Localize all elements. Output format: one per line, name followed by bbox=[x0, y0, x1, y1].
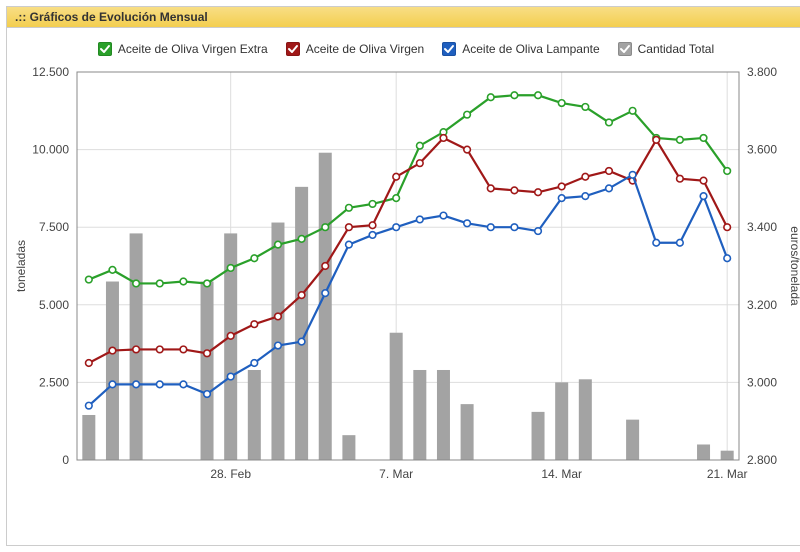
legend-label: Aceite de Oliva Virgen Extra bbox=[118, 42, 268, 56]
svg-text:3.000: 3.000 bbox=[747, 375, 777, 389]
svg-text:12.500: 12.500 bbox=[32, 65, 69, 79]
svg-text:3.400: 3.400 bbox=[747, 220, 777, 234]
swatch-virgen-icon bbox=[286, 42, 300, 56]
legend-label: Cantidad Total bbox=[638, 42, 715, 56]
swatch-cantidad-icon bbox=[618, 42, 632, 56]
legend-label: Aceite de Oliva Lampante bbox=[462, 42, 599, 56]
svg-text:toneladas: toneladas bbox=[14, 240, 28, 292]
chart-area: Aceite de Oliva Virgen Extra Aceite de O… bbox=[7, 28, 800, 542]
legend-item-virgen-extra[interactable]: Aceite de Oliva Virgen Extra bbox=[98, 42, 268, 56]
svg-text:21. Mar: 21. Mar bbox=[707, 467, 748, 481]
svg-text:14. Mar: 14. Mar bbox=[541, 467, 582, 481]
chart-panel: .:: Gráficos de Evolución Mensual Aceite… bbox=[6, 6, 800, 546]
legend-label: Aceite de Oliva Virgen bbox=[306, 42, 425, 56]
chart-svg: 0 2.500 5.000 7.500 10.000 12.500 2.800 3.000 3.… bbox=[7, 62, 800, 502]
svg-text:5.000: 5.000 bbox=[39, 298, 69, 312]
svg-text:7. Mar: 7. Mar bbox=[379, 467, 413, 481]
panel-title: .:: Gráficos de Evolución Mensual bbox=[7, 7, 800, 28]
svg-text:28. Feb: 28. Feb bbox=[210, 467, 251, 481]
svg-text:2.800: 2.800 bbox=[747, 453, 777, 467]
svg-text:7.500: 7.500 bbox=[39, 220, 69, 234]
swatch-virgen-extra-icon bbox=[98, 42, 112, 56]
legend-item-lampante[interactable]: Aceite de Oliva Lampante bbox=[442, 42, 599, 56]
legend-item-cantidad-total[interactable]: Cantidad Total bbox=[618, 42, 715, 56]
svg-text:3.800: 3.800 bbox=[747, 65, 777, 79]
chart-legend: Aceite de Oliva Virgen Extra Aceite de O… bbox=[7, 28, 800, 62]
svg-text:2.500: 2.500 bbox=[39, 375, 69, 389]
svg-text:0: 0 bbox=[62, 453, 69, 467]
svg-text:3.600: 3.600 bbox=[747, 143, 777, 157]
swatch-lampante-icon bbox=[442, 42, 456, 56]
svg-text:10.000: 10.000 bbox=[32, 143, 69, 157]
svg-text:3.200: 3.200 bbox=[747, 298, 777, 312]
svg-text:euros/tonelada: euros/tonelada bbox=[788, 226, 800, 306]
legend-item-virgen[interactable]: Aceite de Oliva Virgen bbox=[286, 42, 425, 56]
